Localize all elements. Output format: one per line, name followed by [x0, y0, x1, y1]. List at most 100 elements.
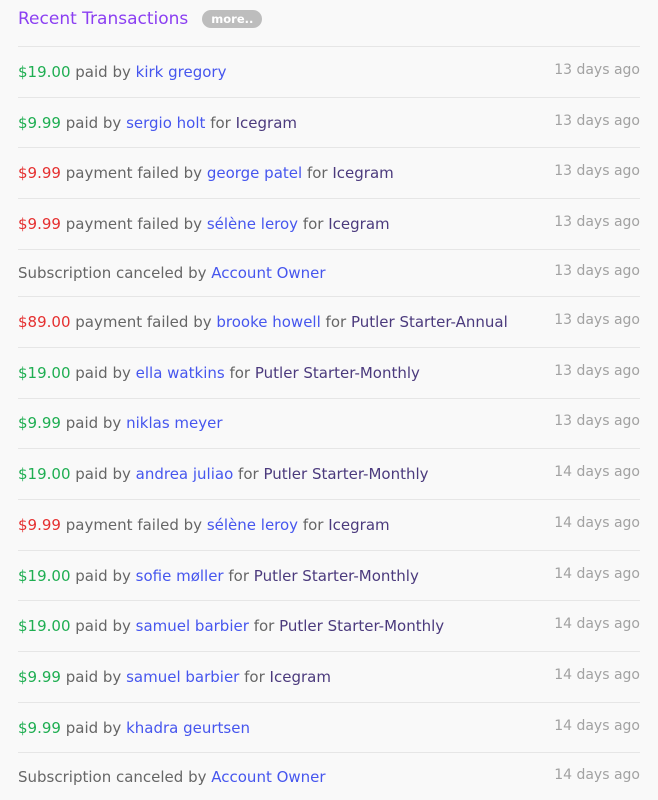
transaction-time: 13 days ago — [554, 163, 640, 180]
transaction-row: $19.00 paid by samuel barbier for Putler… — [18, 601, 640, 653]
transaction-description: $19.00 paid by andrea juliao for Putler … — [18, 465, 429, 483]
transaction-row: $9.99 paid by sergio holt for Icegram 13 … — [18, 98, 640, 149]
transaction-time: 13 days ago — [554, 61, 640, 78]
transaction-row: $9.99 payment failed by george patel for… — [18, 148, 640, 200]
transaction-amount: $9.99 — [18, 113, 61, 132]
for-label: for — [228, 566, 250, 585]
transaction-time: 14 days ago — [554, 666, 640, 683]
transaction-time: 13 days ago — [554, 213, 640, 230]
transaction-time: 14 days ago — [554, 616, 640, 633]
transaction-action: paid by — [65, 667, 122, 686]
transaction-row: $19.00 paid by andrea juliao for Putler … — [18, 449, 640, 500]
for-label: for — [302, 515, 324, 534]
transaction-description: $9.99 payment failed by george patel for… — [18, 164, 394, 182]
transaction-amount: $19.00 — [18, 465, 71, 484]
transaction-row: Subscription canceled by Account Owner 14… — [18, 753, 640, 800]
transaction-description: $9.99 payment failed by sélène leroy for… — [18, 516, 390, 534]
transaction-time: 13 days ago — [554, 413, 640, 430]
customer-link[interactable]: sergio holt — [126, 113, 206, 132]
customer-link[interactable]: niklas meyer — [126, 414, 223, 433]
transaction-action: paid by — [75, 363, 131, 382]
product-name: Putler Starter-Monthly — [254, 363, 420, 382]
for-label: for — [306, 164, 328, 183]
more-button[interactable]: more.. — [202, 10, 263, 28]
customer-link[interactable]: Account Owner — [211, 767, 326, 786]
customer-link[interactable]: samuel barbier — [126, 667, 240, 686]
transaction-action: paid by — [65, 414, 122, 433]
transaction-description: Subscription canceled by Account Owner — [18, 768, 326, 786]
for-label: for — [302, 214, 324, 233]
product-name: Icegram — [235, 113, 298, 132]
transaction-description: $19.00 paid by kirk gregory — [18, 63, 226, 81]
transaction-description: $9.99 payment failed by sélène leroy for… — [18, 215, 390, 233]
transaction-time: 14 days ago — [554, 464, 640, 481]
transaction-description: Subscription canceled by Account Owner — [18, 264, 326, 282]
transaction-row: $19.00 paid by ella watkins for Putler S… — [18, 348, 640, 399]
transaction-row: Subscription canceled by Account Owner 13… — [18, 250, 640, 298]
transaction-row: $9.99 paid by samuel barbier for Icegram… — [18, 652, 640, 703]
transaction-amount: $19.00 — [18, 566, 71, 585]
transaction-description: $19.00 paid by ella watkins for Putler S… — [18, 364, 420, 382]
transaction-action: paid by — [65, 113, 122, 132]
transaction-row: $19.00 paid by sofie møller for Putler S… — [18, 551, 640, 602]
customer-link[interactable]: kirk gregory — [135, 62, 227, 81]
customer-link[interactable]: sélène leroy — [206, 515, 299, 534]
transaction-amount: $19.00 — [18, 62, 71, 81]
transaction-time: 13 days ago — [554, 312, 640, 329]
product-name: Putler Starter-Monthly — [253, 566, 419, 585]
transaction-amount: $89.00 — [18, 313, 71, 332]
transaction-time: 14 days ago — [554, 766, 640, 783]
for-label: for — [229, 363, 251, 382]
transaction-amount: $9.99 — [18, 667, 61, 686]
transaction-row: $9.99 paid by niklas meyer 13 days ago — [18, 399, 640, 450]
transaction-row: $9.99 payment failed by sélène leroy for… — [18, 500, 640, 551]
for-label: for — [210, 113, 231, 132]
product-name: Putler Starter-Annual — [350, 313, 508, 332]
customer-link[interactable]: george patel — [206, 164, 303, 183]
customer-link[interactable]: andrea juliao — [135, 465, 234, 484]
transaction-action: paid by — [75, 617, 131, 636]
transaction-amount: $9.99 — [18, 414, 61, 433]
transaction-time: 13 days ago — [554, 362, 640, 379]
customer-link[interactable]: ella watkins — [135, 363, 225, 382]
customer-link[interactable]: brooke howell — [216, 313, 321, 332]
transaction-action: paid by — [75, 566, 131, 585]
for-label: for — [238, 465, 259, 484]
transaction-action: paid by — [65, 718, 122, 737]
transaction-list: $19.00 paid by kirk gregory 13 days ago $9… — [18, 47, 640, 800]
product-name: Icegram — [332, 164, 394, 183]
transaction-amount: $9.99 — [18, 164, 61, 183]
transaction-description: $9.99 paid by sergio holt for Icegram — [18, 114, 297, 132]
customer-link[interactable]: khadra geurtsen — [126, 718, 250, 737]
transaction-description: $19.00 paid by sofie møller for Putler S… — [18, 567, 419, 585]
transaction-action: payment failed by — [65, 515, 203, 534]
transaction-action: paid by — [75, 62, 131, 81]
transaction-action: paid by — [75, 465, 131, 484]
product-name: Icegram — [328, 214, 390, 233]
panel-header: Recent Transactions more.. — [18, 0, 640, 47]
transaction-action: payment failed by — [65, 164, 203, 183]
customer-link[interactable]: samuel barbier — [135, 617, 249, 636]
transaction-amount: $9.99 — [18, 214, 61, 233]
product-name: Icegram — [269, 667, 331, 686]
product-name: Putler Starter-Monthly — [263, 465, 429, 484]
transaction-action: Subscription canceled by — [18, 264, 207, 282]
transaction-description: $9.99 paid by niklas meyer — [18, 414, 223, 432]
customer-link[interactable]: sélène leroy — [206, 214, 299, 233]
transaction-description: $9.99 paid by samuel barbier for Icegram — [18, 668, 331, 686]
transaction-action: payment failed by — [75, 313, 212, 332]
customer-link[interactable]: sofie møller — [135, 566, 224, 585]
panel-title: Recent Transactions — [18, 9, 189, 29]
transaction-action: payment failed by — [65, 214, 203, 233]
transaction-time: 13 days ago — [554, 263, 640, 279]
transaction-description: $89.00 payment failed by brooke howell f… — [18, 313, 508, 331]
for-label: for — [325, 313, 347, 332]
customer-link[interactable]: Account Owner — [211, 264, 326, 282]
transaction-time: 14 days ago — [554, 565, 640, 582]
product-name: Icegram — [328, 515, 390, 534]
transaction-amount: $9.99 — [18, 515, 61, 534]
for-label: for — [253, 617, 275, 636]
transaction-action: Subscription canceled by — [18, 767, 207, 786]
for-label: for — [244, 667, 265, 686]
